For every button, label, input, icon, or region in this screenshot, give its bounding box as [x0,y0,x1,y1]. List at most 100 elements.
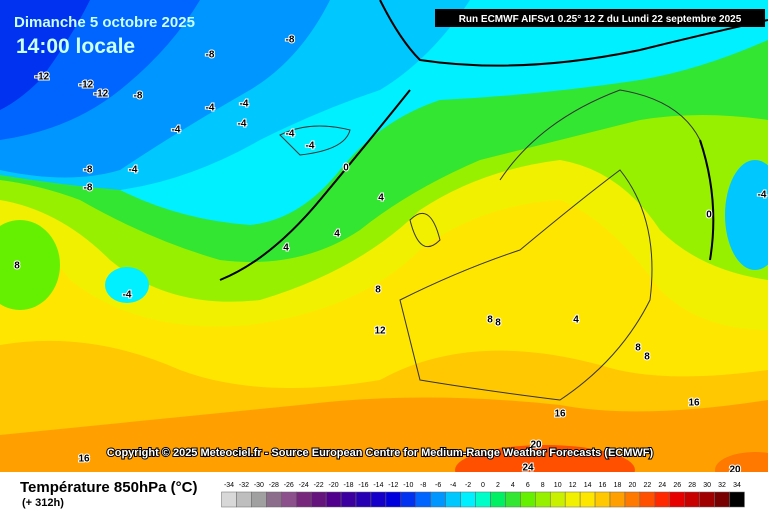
colorbar-tick-label: 20 [629,482,637,489]
colorbar-tick-label: -6 [435,482,441,489]
color-swatch [505,491,521,508]
color-swatch [460,491,476,508]
contour-label: 8 [375,285,381,296]
contour-label: 8 [14,261,20,272]
color-swatch [549,491,566,508]
contour-label: 8 [487,315,493,326]
forecast-time: 14:00 locale [16,35,135,58]
colorbar-tick-label: -30 [254,482,264,489]
contour-label: -8 [286,35,295,46]
contour-label: 4 [334,229,340,240]
color-swatch [355,491,372,508]
contour-label: 0 [706,210,712,221]
colorbar-tick-label: 0 [481,482,485,489]
contour-label: -4 [123,290,132,301]
contour-label: 12 [374,326,386,337]
colorbar-tick-label: -28 [269,482,279,489]
run-banner [435,9,765,27]
color-swatch [684,491,700,508]
colorbar-tick-label: 24 [658,482,666,489]
colorbar-tick-label: -32 [239,482,249,489]
color-swatch [520,491,536,508]
contour-label: 4 [378,193,384,204]
colorbar-tick-label: -4 [450,482,456,489]
contour-label: -4 [206,103,215,114]
color-swatch [445,491,461,508]
contour-label: -8 [134,91,143,102]
colorbar-tick-label: -24 [299,482,309,489]
color-swatch [535,491,551,508]
colorbar-tick-label: -26 [284,482,294,489]
color-swatch [251,491,267,508]
colorbar-tick-label: -2 [465,482,471,489]
contour-labels: -8-8-12-12-12 -8-4 -4-4-4 -4-4-8 -4-804448-4… [13,34,768,477]
color-swatch [325,491,342,508]
colorbar-tick-label: 4 [511,482,515,489]
color-swatch [310,491,327,508]
contour-label: 8 [635,343,641,354]
colorbar-tick-label: 12 [569,482,577,489]
temperature-field [0,0,768,495]
contour-label: -4 [758,190,767,201]
colorbar-tick-label: 8 [541,482,545,489]
color-swatch [385,491,402,508]
color-swatch [579,491,596,508]
color-swatch [699,491,715,508]
contour-label: 16 [78,454,90,465]
colorbar-tick-label: 18 [614,482,622,489]
contour-label: 8 [495,318,501,329]
contour-label: 16 [554,409,566,420]
legend-title: Température 850hPa (°C) [20,479,197,496]
contour-label: 8 [644,352,650,363]
contour-label: -12 [35,72,50,83]
contour-label: -8 [206,50,215,61]
contour-label: 20 [530,440,542,451]
color-swatch [714,491,730,508]
colorbar-tick-label: -12 [388,482,398,489]
color-swatch [281,491,297,508]
color-swatch [654,491,671,508]
colorbar-tick-label: 10 [554,482,562,489]
color-swatch [669,491,685,508]
contour-label: 4 [573,315,579,326]
colorbar-tick-label: -8 [420,482,426,489]
colorbar-tick-label: 34 [733,482,741,489]
contour-label: -4 [238,119,247,130]
color-swatch [475,491,491,508]
colorbar-tick-label: -14 [373,482,383,489]
colorbar-tick-label: 2 [496,482,500,489]
contour-label: -4 [286,129,295,140]
colorbar-tick-label: 14 [584,482,592,489]
color-swatch [564,491,581,508]
color-swatch [266,491,282,508]
contour-label: -4 [240,99,249,110]
colorbar-tick-label: 6 [526,482,530,489]
colorbar-tick-label: 22 [643,482,651,489]
colorbar-tick-label: 16 [599,482,607,489]
contour-label: 0 [343,163,349,174]
colorbar-tick-label: 28 [688,482,696,489]
contour-label: -8 [84,183,93,194]
run-info: Run ECMWF AIFSv1 0.25° 12 Z du Lundi 22 … [459,14,742,25]
color-swatch [295,491,312,508]
colorbar: -34 -32 -30 -28 -26 -24 -22 -20 -18 -16 -14 -12 -10-… [221,482,745,508]
color-swatch [624,491,641,508]
color-swatch [729,491,745,508]
copyright: Copyright © 2025 Meteociel.fr - Source E… [107,447,654,459]
color-swatch [415,491,431,508]
colorbar-tick-label: 26 [673,482,681,489]
color-swatch [400,491,417,508]
color-swatch [609,491,626,508]
color-swatch [639,491,656,508]
contour-label: 16 [688,398,700,409]
contour-label: -8 [84,165,93,176]
color-swatch [236,491,252,508]
color-swatch [430,491,446,508]
contour-label: -12 [94,89,109,100]
colorbar-tick-label: 32 [718,482,726,489]
colorbar-tick-label: -34 [224,482,234,489]
color-swatch [370,491,387,508]
colorbar-tick-label: -16 [358,482,368,489]
color-swatch [594,491,611,508]
